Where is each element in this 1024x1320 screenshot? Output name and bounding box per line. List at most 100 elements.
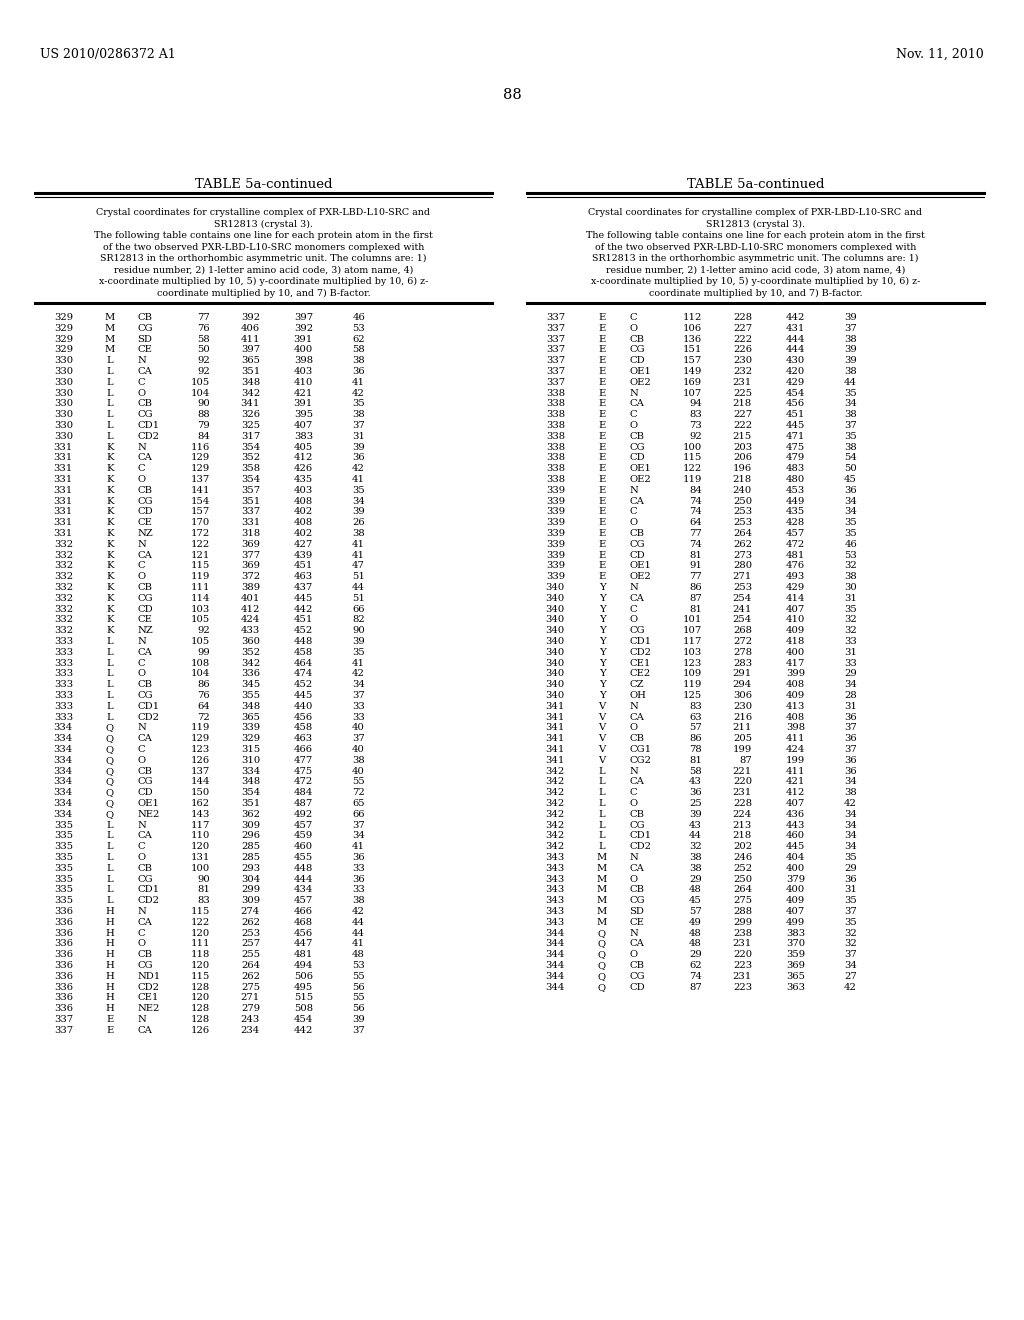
Text: residue number, 2) 1-letter amino acid code, 3) atom name, 4): residue number, 2) 1-letter amino acid c…	[606, 265, 905, 275]
Text: E: E	[598, 475, 605, 484]
Text: 151: 151	[683, 346, 702, 354]
Text: CG: CG	[629, 821, 645, 829]
Text: 338: 338	[546, 400, 565, 408]
Text: 264: 264	[733, 529, 752, 539]
Text: 48: 48	[689, 928, 702, 937]
Text: 36: 36	[845, 713, 857, 722]
Text: 338: 338	[546, 411, 565, 420]
Text: 58: 58	[198, 334, 210, 343]
Text: 211: 211	[732, 723, 752, 733]
Text: 341: 341	[546, 723, 565, 733]
Text: CD: CD	[629, 550, 645, 560]
Text: 105: 105	[190, 615, 210, 624]
Text: TABLE 5a-continued: TABLE 5a-continued	[195, 178, 332, 191]
Text: L: L	[599, 842, 605, 851]
Text: 224: 224	[733, 809, 752, 818]
Text: E: E	[598, 378, 605, 387]
Text: L: L	[106, 356, 114, 366]
Text: 32: 32	[844, 626, 857, 635]
Text: 309: 309	[241, 821, 260, 829]
Text: NZ: NZ	[137, 529, 153, 539]
Text: 402: 402	[294, 507, 313, 516]
Text: 51: 51	[352, 594, 365, 603]
Text: 318: 318	[241, 529, 260, 539]
Text: 117: 117	[683, 638, 702, 645]
Text: 329: 329	[54, 323, 73, 333]
Text: E: E	[598, 486, 605, 495]
Text: 383: 383	[294, 432, 313, 441]
Text: CB: CB	[137, 863, 152, 873]
Text: E: E	[598, 529, 605, 539]
Text: 339: 339	[546, 540, 565, 549]
Text: 331: 331	[53, 529, 73, 539]
Text: 338: 338	[546, 453, 565, 462]
Text: E: E	[598, 496, 605, 506]
Text: Q: Q	[598, 950, 606, 960]
Text: CB: CB	[137, 680, 152, 689]
Text: E: E	[598, 550, 605, 560]
Text: 471: 471	[785, 432, 805, 441]
Text: 343: 343	[546, 853, 565, 862]
Text: 332: 332	[54, 572, 73, 581]
Text: 408: 408	[785, 680, 805, 689]
Text: 31: 31	[844, 594, 857, 603]
Text: 283: 283	[733, 659, 752, 668]
Text: 36: 36	[689, 788, 702, 797]
Text: L: L	[599, 799, 605, 808]
Text: 369: 369	[241, 540, 260, 549]
Text: 275: 275	[241, 982, 260, 991]
Text: 56: 56	[352, 1005, 365, 1014]
Text: 339: 339	[546, 529, 565, 539]
Text: 104: 104	[190, 669, 210, 678]
Text: E: E	[598, 411, 605, 420]
Text: 340: 340	[546, 594, 565, 603]
Text: 76: 76	[198, 690, 210, 700]
Text: 398: 398	[294, 356, 313, 366]
Text: 37: 37	[844, 744, 857, 754]
Text: 215: 215	[733, 432, 752, 441]
Text: 231: 231	[733, 940, 752, 948]
Text: 83: 83	[689, 411, 702, 420]
Text: Q: Q	[105, 788, 114, 797]
Text: 337: 337	[54, 1026, 73, 1035]
Text: E: E	[598, 400, 605, 408]
Text: CG: CG	[629, 442, 645, 451]
Text: Q: Q	[105, 723, 114, 733]
Text: 343: 343	[546, 907, 565, 916]
Text: 338: 338	[546, 465, 565, 473]
Text: 128: 128	[190, 1005, 210, 1014]
Text: NE2: NE2	[137, 809, 160, 818]
Text: 299: 299	[241, 886, 260, 895]
Text: 407: 407	[785, 605, 805, 614]
Text: coordinate multiplied by 10, and 7) B-factor.: coordinate multiplied by 10, and 7) B-fa…	[157, 289, 371, 297]
Text: Q: Q	[598, 940, 606, 948]
Text: Y: Y	[599, 690, 605, 700]
Text: 430: 430	[785, 356, 805, 366]
Text: K: K	[106, 561, 114, 570]
Text: H: H	[105, 961, 115, 970]
Text: 34: 34	[352, 832, 365, 841]
Text: 334: 334	[53, 734, 73, 743]
Text: CB: CB	[137, 583, 152, 591]
Text: 38: 38	[689, 853, 702, 862]
Text: L: L	[106, 421, 114, 430]
Text: 35: 35	[844, 388, 857, 397]
Text: 315: 315	[241, 744, 260, 754]
Text: 398: 398	[785, 723, 805, 733]
Text: 55: 55	[352, 777, 365, 787]
Text: 362: 362	[241, 809, 260, 818]
Text: 33: 33	[844, 638, 857, 645]
Text: 72: 72	[198, 713, 210, 722]
Text: 442: 442	[294, 1026, 313, 1035]
Text: C: C	[629, 411, 637, 420]
Text: CA: CA	[629, 496, 644, 506]
Text: 262: 262	[241, 917, 260, 927]
Text: K: K	[106, 594, 114, 603]
Text: L: L	[106, 713, 114, 722]
Text: 344: 344	[546, 940, 565, 948]
Text: 231: 231	[733, 788, 752, 797]
Text: 220: 220	[733, 777, 752, 787]
Text: 429: 429	[785, 378, 805, 387]
Text: 120: 120	[190, 842, 210, 851]
Text: 333: 333	[54, 690, 73, 700]
